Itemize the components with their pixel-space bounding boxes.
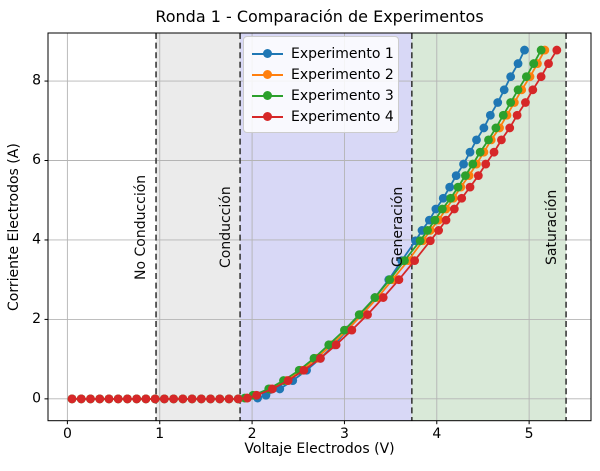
legend-marker-icon <box>252 112 283 121</box>
legend-item-experimento-2: Experimento 2 <box>252 64 394 85</box>
legend-marker-icon <box>252 49 283 58</box>
chart-title: Ronda 1 - Comparación de Experimentos <box>155 7 484 26</box>
legend-label: Experimento 3 <box>291 87 394 104</box>
region-label-conduccion: Conducción <box>218 186 234 268</box>
legend-marker-icon <box>252 91 283 100</box>
legend-marker-icon <box>252 70 283 79</box>
legend-label: Experimento 1 <box>291 45 394 62</box>
region-label-saturacion: Saturación <box>544 189 560 265</box>
legend-item-experimento-3: Experimento 3 <box>252 85 394 106</box>
legend-item-experimento-1: Experimento 1 <box>252 43 394 64</box>
region-label-no-conduccion: No Conducción <box>133 174 149 280</box>
legend-item-experimento-4: Experimento 4 <box>252 106 394 127</box>
legend-label: Experimento 2 <box>291 66 394 83</box>
y-axis-label: Corriente Electrodos (A) <box>6 143 22 311</box>
legend-label: Experimento 4 <box>291 108 394 125</box>
x-axis-label: Voltaje Electrodos (V) <box>244 441 395 457</box>
legend: Experimento 1 Experimento 2 Experimento … <box>243 36 399 133</box>
